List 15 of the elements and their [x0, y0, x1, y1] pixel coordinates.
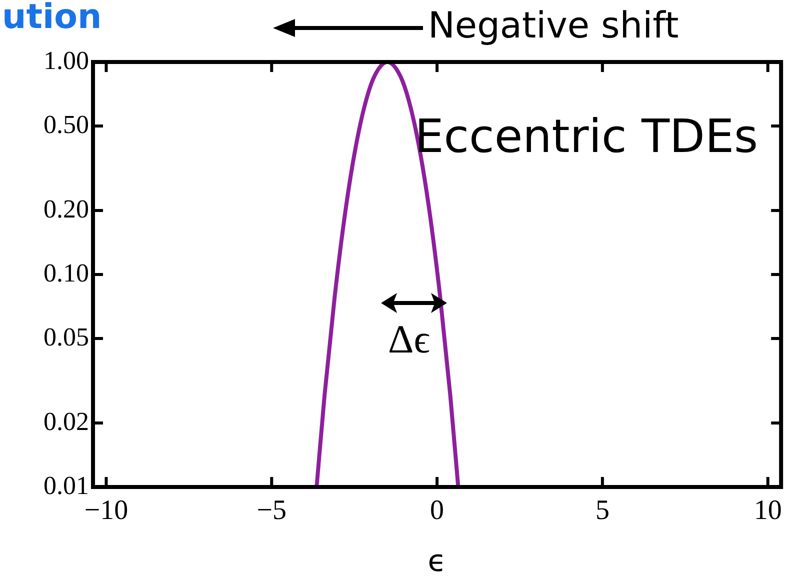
annotation: Δϵ [388, 316, 430, 362]
text: Negative shift [428, 5, 679, 46]
x-tick-label: 0 [430, 495, 444, 526]
x-tick-label: 5 [595, 495, 610, 526]
y-tick-label: 0.05 [44, 322, 89, 352]
annotation: Eccentric TDEs [414, 108, 758, 163]
y-tick-label: 0.20 [44, 194, 89, 224]
y-tick-label: 0.50 [44, 110, 89, 139]
y-tick-label: 0.02 [44, 406, 89, 436]
x-tick-label: −5 [256, 495, 287, 526]
x-axis-title: ϵ [428, 544, 446, 579]
x-tick-label: 10 [754, 495, 782, 526]
chart-title: ution [2, 0, 102, 37]
y-tick-label: 0.10 [44, 258, 89, 288]
y-tick-label: 1.00 [44, 46, 89, 75]
